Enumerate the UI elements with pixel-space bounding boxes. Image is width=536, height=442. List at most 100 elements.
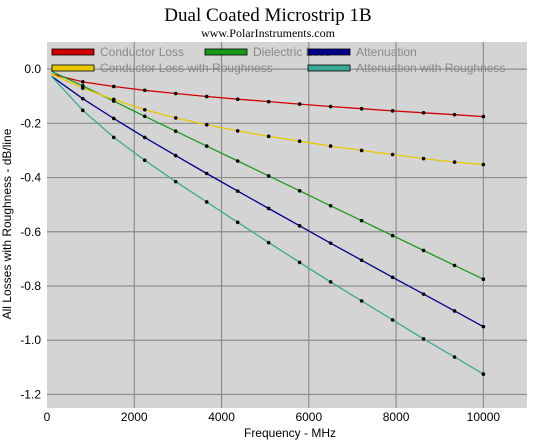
data-point (142, 114, 147, 119)
legend-label: Conductor Loss with Roughness (100, 61, 273, 75)
data-point (204, 94, 209, 99)
data-point (111, 84, 116, 89)
x-tick-label: 0 (44, 410, 51, 424)
x-axis-label: Frequency - MHz (244, 426, 336, 440)
data-point (235, 159, 240, 163)
y-tick-label: -1.2 (20, 387, 41, 401)
data-point (481, 277, 486, 282)
data-point (359, 299, 364, 303)
data-point (481, 324, 486, 329)
data-point (452, 355, 457, 359)
data-point (297, 139, 302, 144)
data-point (297, 260, 302, 265)
legend-swatch (204, 48, 248, 56)
data-point (452, 160, 457, 164)
series-markers (80, 80, 486, 376)
data-point (266, 240, 271, 245)
legend-swatch (307, 48, 351, 56)
legend-label: Conductor Loss (100, 45, 184, 59)
data-point (173, 153, 178, 158)
data-point (359, 106, 364, 111)
chart-title: Dual Coated Microstrip 1B (164, 5, 371, 26)
data-point (266, 206, 271, 211)
legend-label: Attenuation (356, 45, 417, 59)
data-point (80, 86, 85, 90)
data-point (297, 102, 302, 106)
x-tick-labels: 0 2000 4000 6000 8000 10000 (44, 410, 501, 424)
data-point (297, 224, 302, 228)
data-point (111, 135, 116, 140)
data-point (481, 372, 486, 376)
data-point (359, 148, 364, 153)
legend-swatch (51, 64, 95, 72)
data-point (266, 134, 271, 139)
y-axis-label: All Losses with Roughness - dB/line (0, 128, 14, 319)
y-tick-label: -0.2 (20, 116, 41, 130)
data-point (421, 156, 426, 161)
data-point (452, 112, 457, 117)
data-point (204, 122, 209, 127)
x-tick-label: 8000 (383, 410, 410, 424)
y-tick-label: -0.4 (20, 171, 41, 185)
data-point (80, 96, 85, 101)
x-tick-label: 2000 (121, 410, 148, 424)
data-point (328, 280, 333, 284)
data-point (235, 129, 240, 133)
data-point (328, 144, 333, 148)
x-tick-label: 10000 (467, 410, 501, 424)
data-point (111, 116, 116, 121)
data-point (204, 144, 209, 148)
data-point (481, 162, 486, 167)
data-point (421, 248, 426, 253)
x-tick-label: 6000 (295, 410, 322, 424)
data-point (142, 88, 147, 93)
data-point (80, 108, 85, 113)
data-point (328, 104, 333, 109)
data-point (390, 275, 395, 280)
data-point (390, 233, 395, 238)
legend-swatch (51, 48, 95, 56)
legend: Conductor Loss Dielectric Loss Attenuation… (51, 45, 505, 75)
data-point (390, 318, 395, 322)
data-point (266, 99, 271, 104)
data-point (235, 220, 240, 225)
data-point (235, 97, 240, 102)
data-point (142, 135, 147, 140)
data-point (173, 91, 178, 96)
data-point (359, 218, 364, 223)
data-point (452, 309, 457, 313)
data-point (173, 116, 178, 120)
y-tick-label: -0.8 (20, 279, 41, 293)
y-tick-label: -0.6 (20, 225, 41, 239)
data-point (142, 158, 147, 163)
data-point (390, 152, 395, 157)
y-tick-label: 0.0 (24, 62, 41, 76)
y-tick-labels: 0.0 -0.2 -0.4 -0.6 -0.8 -1.0 -1.2 (20, 62, 41, 401)
data-point (80, 80, 85, 84)
data-point (328, 203, 333, 208)
data-point (390, 109, 395, 113)
legend-label: Dielectric Loss (253, 45, 331, 59)
data-point (359, 258, 364, 263)
plot-area (47, 42, 527, 408)
grid-lines (47, 42, 527, 408)
chart-subtitle: www.PolarInstruments.com (201, 26, 336, 40)
data-point (173, 179, 178, 184)
data-point (452, 263, 457, 268)
data-point (111, 97, 116, 102)
data-point (421, 337, 426, 341)
data-point (421, 292, 426, 296)
legend-label: Attenuation with Roughness (356, 61, 505, 75)
data-point (204, 200, 209, 204)
data-point (421, 110, 426, 115)
data-point (297, 189, 302, 193)
data-point (481, 114, 486, 119)
data-point (173, 129, 178, 133)
legend-swatch (307, 64, 351, 72)
x-tick-label: 4000 (208, 410, 235, 424)
data-point (204, 171, 209, 176)
data-point (235, 189, 240, 193)
y-tick-label: -1.0 (20, 333, 41, 347)
data-point (328, 241, 333, 245)
